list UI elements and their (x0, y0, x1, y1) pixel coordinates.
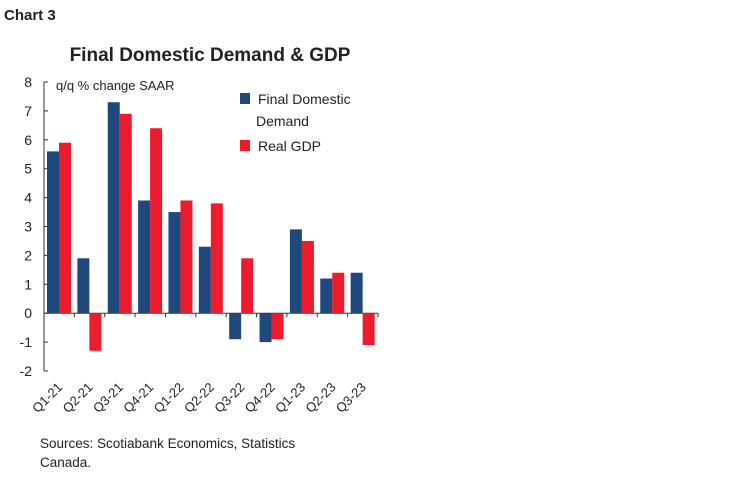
y-tick-label: 0 (24, 305, 32, 321)
y-tick-label: 5 (24, 161, 32, 177)
y-tick-label: 3 (24, 219, 32, 235)
bar-real-gdp (362, 313, 375, 345)
x-tick-label: Q3-21 (90, 380, 126, 416)
bar-real-gdp (119, 113, 132, 314)
x-tick-label: Q4-21 (120, 380, 156, 416)
source-line-2: Canada. (40, 455, 91, 470)
bar-real-gdp (210, 203, 223, 314)
x-tick-label: Q1-22 (151, 380, 187, 416)
bar-real-gdp (59, 142, 71, 314)
x-tick-label: Q3-22 (211, 380, 247, 416)
bar-final-domestic-demand (320, 278, 333, 314)
x-tick-label: Q2-22 (181, 380, 217, 416)
bar-real-gdp (271, 313, 284, 340)
y-tick-label: -1 (20, 334, 33, 350)
bar-final-domestic-demand (229, 313, 242, 340)
bar-final-domestic-demand (198, 246, 211, 314)
y-tick-label: 8 (24, 74, 32, 90)
bar-real-gdp (241, 258, 254, 314)
x-tick-label: Q2-23 (302, 380, 338, 416)
bar-real-gdp (180, 200, 193, 314)
chart-label: Chart 3 (4, 7, 56, 24)
bar-final-domestic-demand (107, 102, 120, 314)
bar-final-domestic-demand (138, 200, 151, 314)
legend-label-real-gdp: Real GDP (258, 138, 321, 154)
y-tick-label: -2 (20, 363, 33, 379)
legend-swatch-final-domestic-demand (240, 93, 250, 104)
x-tick-label: Q3-23 (333, 380, 369, 416)
bar-final-domestic-demand (77, 258, 90, 314)
chart-title: Final Domestic Demand & GDP (70, 45, 351, 66)
y-axis-label: q/q % change SAAR (56, 78, 175, 93)
bar-real-gdp (301, 240, 314, 314)
bar-final-domestic-demand (259, 313, 272, 343)
bar-real-gdp (89, 313, 102, 351)
legend-label-final-domestic-demand-line2: Demand (256, 113, 309, 129)
y-tick-label: 4 (24, 190, 32, 206)
legend-label-final-domestic-demand: Final Domestic (258, 91, 351, 107)
y-tick-label: 1 (24, 276, 32, 292)
y-tick-label: 6 (24, 132, 32, 148)
bar-real-gdp (332, 272, 345, 314)
bar-final-domestic-demand (47, 151, 59, 314)
bar-final-domestic-demand (350, 272, 363, 314)
bar-final-domestic-demand (289, 229, 302, 314)
x-tick-label: Q1-23 (272, 380, 308, 416)
x-tick-label: Q2-21 (60, 380, 96, 416)
y-tick-label: 7 (24, 103, 32, 119)
legend-swatch-real-gdp (240, 140, 250, 151)
bar-real-gdp (150, 128, 163, 314)
bar-final-domestic-demand (168, 212, 181, 314)
y-tick-label: 2 (24, 247, 32, 263)
x-tick-label: Q4-22 (242, 380, 278, 416)
x-tick-label: Q1-21 (29, 380, 65, 416)
source-line-1: Sources: Scotiabank Economics, Statistic… (40, 436, 295, 451)
